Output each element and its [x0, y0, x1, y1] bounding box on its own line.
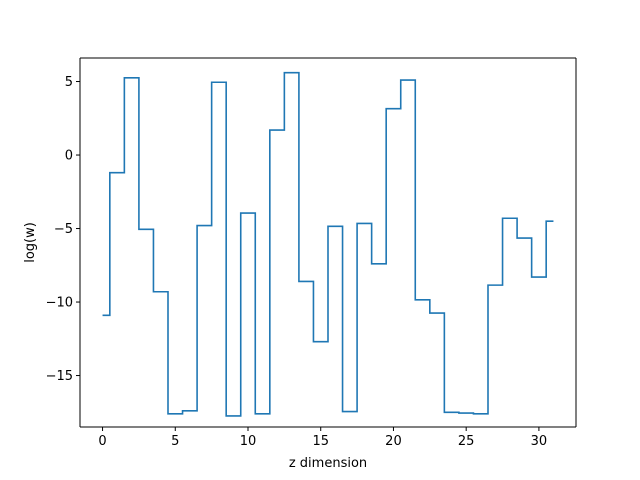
- axes-frame: [79, 57, 577, 428]
- data-point: [159, 290, 163, 294]
- data-point: [551, 219, 555, 223]
- y-tick-label: −15: [46, 369, 73, 384]
- data-point: [246, 211, 250, 215]
- series-line-0: [102, 71, 554, 417]
- x-axis-ticks: 0 5 10 15 20 25 30: [98, 427, 547, 449]
- data-point: [406, 78, 410, 82]
- y-tick-label: 0: [65, 149, 73, 164]
- y-tick-label: 5: [65, 75, 73, 90]
- data-point: [450, 410, 454, 414]
- x-tick-label: 10: [240, 434, 257, 449]
- data-point: [231, 414, 235, 418]
- data-point: [348, 410, 352, 414]
- y-tick-label: −10: [46, 296, 73, 311]
- y-tick-label: −5: [54, 222, 73, 237]
- data-point: [493, 283, 497, 287]
- x-tick-label: 0: [98, 434, 106, 449]
- data-point: [391, 107, 395, 111]
- x-tick-label: 20: [385, 434, 402, 449]
- x-tick-label: 5: [171, 434, 179, 449]
- y-axis-ticks: −15 −10 −5 0 5: [46, 75, 80, 384]
- data-point: [508, 216, 512, 220]
- data-point: [261, 412, 265, 416]
- x-tick-label: 25: [458, 434, 475, 449]
- data-point: [290, 71, 294, 75]
- data-point: [144, 227, 148, 231]
- data-point: [362, 221, 366, 225]
- data-point: [304, 279, 308, 283]
- data-point: [464, 411, 468, 415]
- data-point: [115, 171, 119, 175]
- data-point: [522, 236, 526, 240]
- data-point: [188, 409, 192, 413]
- x-tick-label: 30: [531, 434, 548, 449]
- data-point: [319, 340, 323, 344]
- data-point: [421, 298, 425, 302]
- data-point: [101, 313, 105, 317]
- x-tick-label: 15: [312, 434, 329, 449]
- data-point: [479, 412, 483, 416]
- series-layer: [101, 71, 555, 418]
- data-point: [435, 311, 439, 315]
- data-point: [217, 80, 221, 84]
- y-axis-label: log(w): [23, 222, 38, 263]
- data-point: [275, 128, 279, 132]
- data-point: [537, 275, 541, 279]
- data-point: [173, 412, 177, 416]
- data-point: [377, 262, 381, 266]
- data-point: [130, 76, 134, 80]
- data-point: [333, 224, 337, 228]
- data-point: [202, 224, 206, 228]
- x-axis-label: z dimension: [289, 456, 367, 471]
